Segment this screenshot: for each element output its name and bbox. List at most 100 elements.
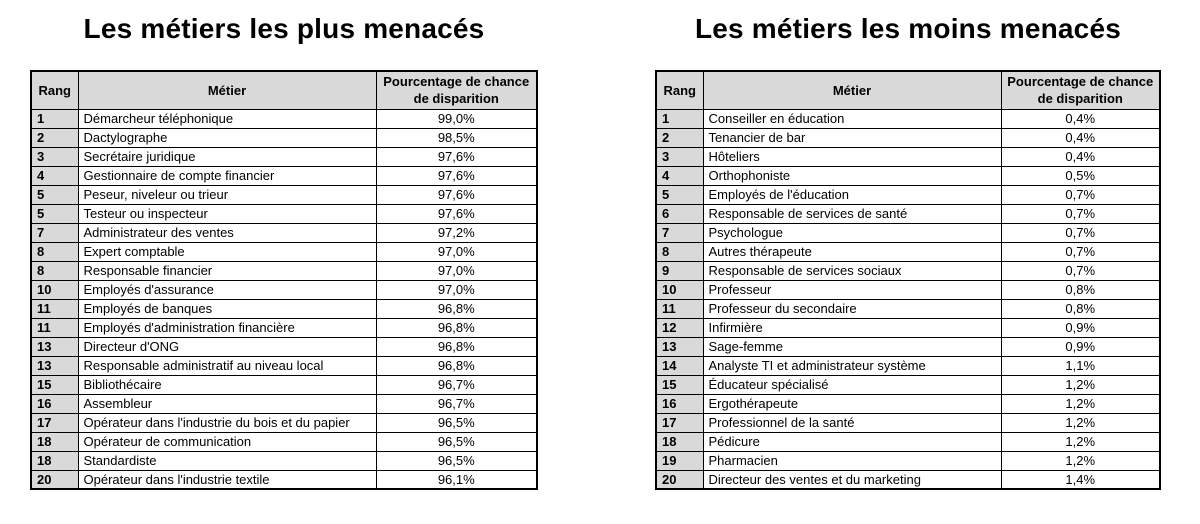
pct-cell: 1,2% — [1000, 450, 1161, 471]
rank-cell: 13 — [30, 355, 79, 376]
rank-cell: 11 — [30, 298, 79, 319]
rank-cell: 5 — [655, 184, 704, 205]
job-cell: Employés de l'éducation — [702, 184, 1002, 205]
table-row: 11 Employés d'administration financière 96… — [30, 317, 538, 338]
pct-cell: 97,6% — [375, 165, 538, 186]
pct-cell: 97,6% — [375, 184, 538, 205]
table-row: 10 Employés d'assurance 97,0% — [30, 279, 538, 300]
rank-cell: 4 — [655, 165, 704, 186]
job-cell: Professeur — [702, 279, 1002, 300]
table-row: 3 Hôteliers 0,4% — [655, 146, 1161, 167]
job-cell: Responsable de services sociaux — [702, 260, 1002, 281]
pct-cell: 99,0% — [375, 108, 538, 129]
rank-cell: 16 — [655, 393, 704, 414]
table-row: 1 Démarcheur téléphonique 99,0% — [30, 108, 538, 129]
job-cell: Employés de banques — [77, 298, 377, 319]
job-cell: Professeur du secondaire — [702, 298, 1002, 319]
job-cell: Opérateur dans l'industrie textile — [77, 469, 377, 490]
job-cell: Opérateur dans l'industrie du bois et du… — [77, 412, 377, 433]
rank-cell: 6 — [655, 203, 704, 224]
pct-cell: 97,0% — [375, 241, 538, 262]
pct-cell: 97,6% — [375, 203, 538, 224]
pct-cell: 96,8% — [375, 355, 538, 376]
table-row: 11 Professeur du secondaire 0,8% — [655, 298, 1161, 319]
pct-cell: 0,7% — [1000, 222, 1161, 243]
pct-cell: 1,2% — [1000, 412, 1161, 433]
job-cell: Démarcheur téléphonique — [77, 108, 377, 129]
rank-cell: 11 — [30, 317, 79, 338]
pct-cell: 1,4% — [1000, 469, 1161, 490]
pct-cell: 97,0% — [375, 260, 538, 281]
least-threatened-jobs-table: Rang Métier Pourcentage de chance de dis… — [655, 70, 1161, 490]
table-row: 5 Testeur ou inspecteur 97,6% — [30, 203, 538, 224]
pct-cell: 1,2% — [1000, 431, 1161, 452]
rank-cell: 8 — [655, 241, 704, 262]
panel-most-threatened-jobs: Les métiers les plus menacés Rang Métier… — [30, 8, 538, 490]
job-cell: Pharmacien — [702, 450, 1002, 471]
job-cell: Responsable de services de santé — [702, 203, 1002, 224]
rank-cell: 12 — [655, 317, 704, 338]
table-row: 7 Administrateur des ventes 97,2% — [30, 222, 538, 243]
rank-cell: 18 — [655, 431, 704, 452]
table-row: 18 Opérateur de communication 96,5% — [30, 431, 538, 452]
rank-cell: 5 — [30, 184, 79, 205]
column-header-rang: Rang — [30, 70, 79, 110]
table-row: 6 Responsable de services de santé 0,7% — [655, 203, 1161, 224]
pct-cell: 0,4% — [1000, 146, 1161, 167]
job-cell: Assembleur — [77, 393, 377, 414]
table-row: 20 Directeur des ventes et du marketing 1,… — [655, 469, 1161, 490]
pct-cell: 0,8% — [1000, 298, 1161, 319]
job-cell: Responsable administratif au niveau loca… — [77, 355, 377, 376]
rank-cell: 2 — [30, 127, 79, 148]
header-row: Rang Métier Pourcentage de chance de dis… — [655, 70, 1161, 110]
pct-cell: 97,6% — [375, 146, 538, 167]
job-cell: Analyste TI et administrateur système — [702, 355, 1002, 376]
job-cell: Conseiller en éducation — [702, 108, 1002, 129]
column-header-pourcentage: Pourcentage de chance de disparition — [1000, 70, 1161, 110]
table-row: 16 Assembleur 96,7% — [30, 393, 538, 414]
table-row: 10 Professeur 0,8% — [655, 279, 1161, 300]
table-row: 7 Psychologue 0,7% — [655, 222, 1161, 243]
pct-cell: 97,2% — [375, 222, 538, 243]
table-row: 18 Pédicure 1,2% — [655, 431, 1161, 452]
page-title: Les métiers les moins menacés — [694, 13, 1122, 44]
column-header-rang: Rang — [655, 70, 704, 110]
table-row: 8 Autres thérapeute 0,7% — [655, 241, 1161, 262]
table-row: 19 Pharmacien 1,2% — [655, 450, 1161, 471]
rank-cell: 13 — [655, 336, 704, 357]
table-row: 4 Orthophoniste 0,5% — [655, 165, 1161, 186]
pct-cell: 0,5% — [1000, 165, 1161, 186]
table-row: 15 Bibliothécaire 96,7% — [30, 374, 538, 395]
rank-cell: 3 — [30, 146, 79, 167]
rank-cell: 1 — [30, 108, 79, 129]
rank-cell: 5 — [30, 203, 79, 224]
rank-cell: 10 — [655, 279, 704, 300]
pct-cell: 0,4% — [1000, 127, 1161, 148]
job-cell: Tenancier de bar — [702, 127, 1002, 148]
job-cell: Bibliothécaire — [77, 374, 377, 395]
pct-cell: 0,4% — [1000, 108, 1161, 129]
table-row: 5 Employés de l'éducation 0,7% — [655, 184, 1161, 205]
pct-cell: 0,7% — [1000, 260, 1161, 281]
page-title: Les métiers les plus menacés — [83, 13, 485, 44]
pct-cell: 1,1% — [1000, 355, 1161, 376]
rank-cell: 14 — [655, 355, 704, 376]
job-cell: Peseur, niveleur ou trieur — [77, 184, 377, 205]
pct-cell: 96,8% — [375, 298, 538, 319]
rank-cell: 10 — [30, 279, 79, 300]
table-row: 2 Dactylographe 98,5% — [30, 127, 538, 148]
rank-cell: 8 — [30, 260, 79, 281]
job-cell: Orthophoniste — [702, 165, 1002, 186]
job-cell: Autres thérapeute — [702, 241, 1002, 262]
job-cell: Employés d'assurance — [77, 279, 377, 300]
rank-cell: 2 — [655, 127, 704, 148]
job-cell: Expert comptable — [77, 241, 377, 262]
table-row: 1 Conseiller en éducation 0,4% — [655, 108, 1161, 129]
job-cell: Testeur ou inspecteur — [77, 203, 377, 224]
rank-cell: 15 — [30, 374, 79, 395]
rank-cell: 8 — [30, 241, 79, 262]
job-cell: Opérateur de communication — [77, 431, 377, 452]
pct-cell: 0,9% — [1000, 317, 1161, 338]
pct-cell: 96,8% — [375, 317, 538, 338]
